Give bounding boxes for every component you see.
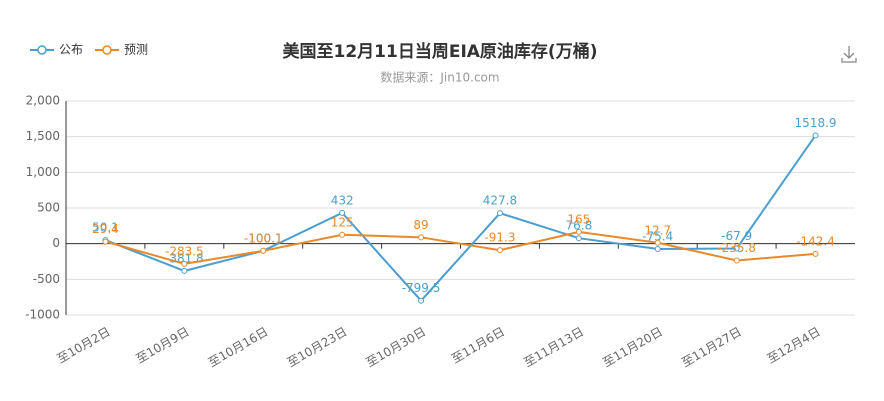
x-tick-label: 至11月13日 [521,325,586,370]
point [339,209,346,216]
chart-subtitle: 数据来源：Jin10.com [380,70,499,85]
download-icon[interactable] [841,46,857,63]
point [181,267,188,274]
y-tick-label: 0 [52,236,60,250]
data-label: -67.9 [721,229,752,243]
data-label: 1518.9 [795,116,837,130]
x-tick-label: 至12月4日 [765,325,823,367]
data-label: -100.1 [244,231,283,245]
point [575,235,582,242]
point [733,257,740,264]
data-label: -142.4 [796,234,835,248]
data-label: 29.4 [92,222,119,236]
point [812,132,819,139]
point [496,210,503,217]
point [102,238,109,245]
data-label: -283.5 [165,244,204,258]
x-tick-label: 至10月9日 [134,325,192,367]
data-label: -100.1 [244,231,283,245]
legend-label[interactable]: 公布 [59,43,83,57]
chart-title: 美国至12月11日当周EIA原油库存(万桶) [283,41,598,62]
data-label: -91.3 [484,231,515,245]
data-label: 165 [567,212,590,226]
x-tick-label: 至10月30日 [364,325,429,370]
data-label: 89 [413,218,428,232]
point [733,245,740,252]
legend-marker[interactable] [102,45,112,55]
point [339,231,346,238]
data-label: 427.8 [483,194,517,208]
x-tick-label: 至10月23日 [285,325,350,370]
point [812,250,819,257]
point [260,247,267,254]
data-label: -235.8 [717,241,756,255]
y-tick-label: -1000 [25,308,60,322]
data-label: 12.7 [644,223,671,237]
x-tick-label: 至10月2日 [55,325,113,367]
series-line [105,230,816,265]
legend-marker[interactable] [37,45,47,55]
y-tick-label: 1,500 [26,129,60,143]
point [654,239,661,246]
y-tick-label: 1,000 [26,165,60,179]
x-tick-label: 至11月6日 [449,325,507,367]
point [575,228,582,235]
point [418,297,425,304]
data-label: 76.8 [565,219,592,233]
legend-label[interactable]: 预测 [124,43,148,57]
data-label: -75.4 [642,230,673,244]
point [654,246,661,253]
point [496,247,503,254]
data-label: 432 [331,193,354,207]
point [181,260,188,267]
y-tick-label: -500 [33,272,60,286]
series-line [105,134,817,303]
y-tick-label: 2,000 [26,94,60,108]
x-tick-label: 至11月27日 [679,325,744,370]
y-tick-label: 500 [37,201,60,215]
x-tick-label: 至10月16日 [206,325,271,370]
data-label: 50.1 [92,221,119,235]
point [418,234,425,241]
data-label: 125 [331,215,354,229]
x-tick-label: 至11月20日 [600,325,665,370]
data-label: -799.5 [402,281,441,295]
